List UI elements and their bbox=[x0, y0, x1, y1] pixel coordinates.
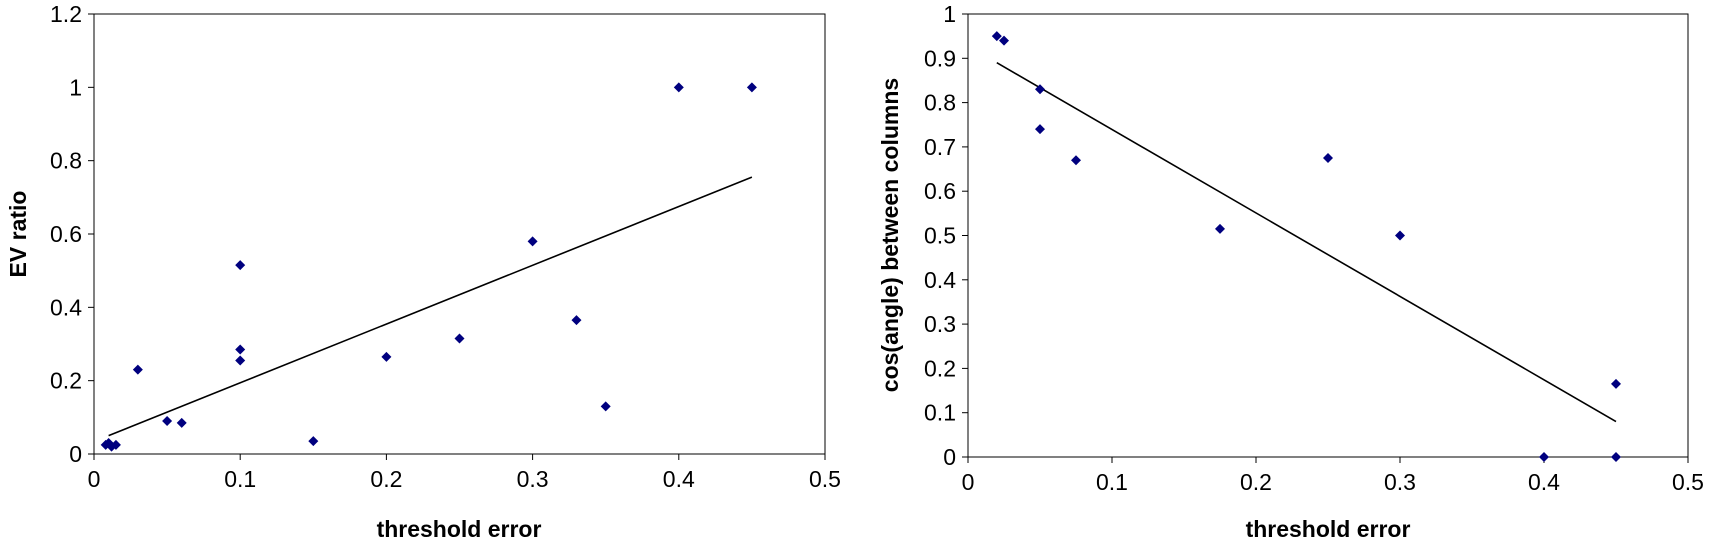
y-tick-label: 0.2 bbox=[50, 368, 82, 394]
x-tick-label: 0.1 bbox=[1096, 469, 1128, 495]
data-point bbox=[1611, 378, 1621, 389]
y-tick-label: 0.6 bbox=[924, 178, 956, 204]
x-tick-label: 0 bbox=[88, 466, 101, 492]
data-point bbox=[999, 35, 1009, 46]
y-tick-label: 0.6 bbox=[50, 221, 82, 247]
y-tick-label: 1 bbox=[943, 1, 956, 27]
x-tick-label: 0 bbox=[962, 469, 975, 495]
y-tick-label: 1 bbox=[69, 74, 82, 100]
data-point bbox=[308, 436, 319, 447]
data-point bbox=[235, 344, 246, 355]
data-point bbox=[235, 260, 246, 271]
data-point bbox=[746, 82, 757, 93]
x-tick-label: 0.5 bbox=[809, 466, 841, 492]
data-point bbox=[1035, 124, 1045, 135]
chart-ev-ratio: EV ratio threshold error 0 0.2 0.4 0.6 0.8 1 1… bbox=[5, 1, 841, 542]
x-tick-label: 0.2 bbox=[1240, 469, 1272, 495]
y-tick-label: 0.1 bbox=[924, 400, 956, 426]
x-tick-label: 0.4 bbox=[663, 466, 695, 492]
data-point bbox=[162, 416, 173, 426]
chart-cos-angle: cos(angle) between columns threshold err… bbox=[877, 1, 1704, 542]
x-tick-label: 0.3 bbox=[1384, 469, 1416, 495]
data-point bbox=[235, 355, 246, 366]
x-tick-label: 0.4 bbox=[1528, 469, 1560, 495]
data-point bbox=[381, 351, 392, 362]
data-point bbox=[1611, 452, 1621, 462]
x-tick-label: 0.3 bbox=[517, 466, 549, 492]
x-tick-label: 0.5 bbox=[1672, 469, 1704, 495]
y-tick-label: 1.2 bbox=[50, 1, 82, 27]
data-point bbox=[571, 315, 582, 326]
data-point bbox=[600, 401, 611, 412]
data-point bbox=[527, 236, 538, 247]
y-tick-label: 0 bbox=[69, 441, 82, 467]
y-tick-label: 0 bbox=[943, 444, 956, 470]
data-point bbox=[132, 364, 143, 375]
data-point bbox=[1215, 223, 1225, 234]
plot-area bbox=[967, 13, 1689, 458]
x-axis-title: threshold error bbox=[1246, 516, 1411, 542]
data-point bbox=[673, 82, 684, 93]
y-axis-title: EV ratio bbox=[5, 191, 31, 278]
data-point bbox=[110, 439, 121, 450]
y-tick-label: 0.5 bbox=[924, 223, 956, 249]
plot-area bbox=[93, 13, 826, 455]
data-point bbox=[1395, 230, 1405, 241]
data-point bbox=[991, 31, 1002, 42]
data-point bbox=[1035, 84, 1045, 95]
y-axis-title: cos(angle) between columns bbox=[877, 78, 903, 392]
data-point bbox=[176, 417, 187, 428]
x-tick-label: 0.1 bbox=[224, 466, 256, 492]
y-tick-label: 0.2 bbox=[924, 355, 956, 381]
y-tick-label: 0.4 bbox=[50, 294, 82, 320]
data-point bbox=[454, 333, 465, 344]
data-point bbox=[1539, 452, 1549, 462]
y-tick-label: 0.9 bbox=[924, 45, 956, 71]
x-axis-title: threshold error bbox=[377, 516, 542, 542]
trendline bbox=[108, 176, 753, 437]
data-point bbox=[1323, 152, 1333, 163]
x-tick-label: 0.2 bbox=[370, 466, 402, 492]
y-tick-label: 0.7 bbox=[924, 134, 956, 160]
trendline bbox=[996, 62, 1617, 423]
y-tick-label: 0.4 bbox=[924, 267, 956, 293]
y-tick-label: 0.8 bbox=[50, 148, 82, 174]
y-tick-label: 0.8 bbox=[924, 90, 956, 116]
data-point bbox=[1071, 155, 1081, 166]
y-tick-label: 0.3 bbox=[924, 311, 956, 337]
